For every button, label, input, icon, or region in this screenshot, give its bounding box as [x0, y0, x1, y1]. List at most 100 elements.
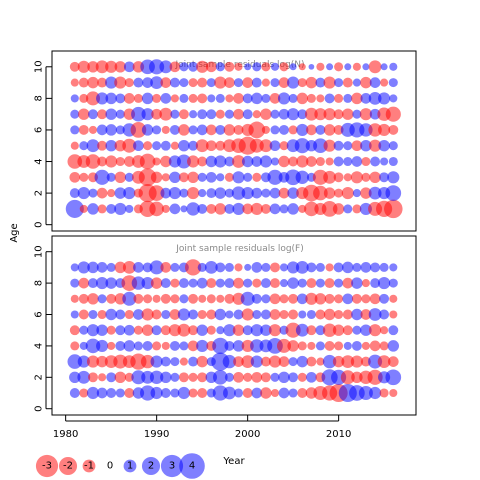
residual-bubble: age 6, year 2004: 0.6	[279, 124, 289, 135]
residual-bubble: age 1, year 1995: -0.6	[197, 388, 208, 398]
residual-bubble: age 1, year 2003: -0.4	[270, 388, 280, 398]
residual-bubble: age 10, year 2002: -0.5	[261, 62, 271, 72]
residual-bubble: age 4, year 1983: 1.3	[85, 338, 101, 354]
residual-bubble: age 5, year 2005: -1.4	[285, 322, 301, 338]
residual-bubble: age 2, year 1992: 0.9	[168, 187, 181, 200]
residual-bubble: age 5, year 2008: 1.3	[313, 138, 328, 153]
panel-title-log-f: Joint sample residuals log(F)	[175, 244, 303, 254]
residual-bubble: age 6, year 1996: -0.7	[205, 124, 217, 136]
residual-bubble: age 6, year 2004: -0.5	[279, 309, 289, 320]
legend-label: 1	[127, 461, 133, 472]
residual-bubble: age 6, year 2013: -0.7	[360, 309, 372, 320]
residual-bubble: age 8, year 2014: 1	[368, 92, 382, 105]
residual-bubble: age 10, year 1987: 0.7	[123, 61, 135, 73]
y-tick-label: 10	[34, 245, 45, 258]
residual-bubble: age 5, year 1982: 0.5	[79, 325, 89, 335]
residual-bubble: age 3, year 1982: 0.9	[77, 355, 90, 368]
residual-bubble: age 3, year 2000: 0.5	[243, 172, 253, 182]
residual-bubble: age 6, year 1999: 0.6	[233, 309, 244, 320]
residual-bubble: age 3, year 2003: 1.4	[267, 169, 283, 185]
residual-bubble: age 7, year 2010: -0.5	[334, 294, 344, 304]
residual-bubble: age 9, year 2004: 0.4	[279, 263, 289, 272]
residual-bubble: age 6, year 1989: -0.9	[141, 308, 154, 321]
residual-bubble: age 8, year 2001: -0.5	[252, 278, 262, 288]
residual-bubble: age 5, year 2014: -0.9	[369, 139, 382, 152]
residual-bubble: age 1, year 2009: -1.5	[321, 201, 338, 217]
residual-bubble: age 5, year 2013: 0.8	[360, 324, 372, 336]
residual-bubble: age 6, year 2000: -0.9	[241, 308, 254, 321]
residual-bubble: age 9, year 1997: 0.6	[215, 262, 226, 273]
residual-bubble: age 4, year 1993: 1.2	[176, 154, 191, 169]
residual-bubble: age 9, year 1999: -0.4	[234, 263, 243, 272]
residual-bubble: age 7, year 1997: -0.5	[215, 109, 225, 119]
residual-bubble: age 3, year 2013: -0.5	[361, 172, 371, 182]
residual-bubble: age 6, year 2001: -1.7	[248, 121, 266, 139]
residual-bubble: age 7, year 1982: -0.6	[78, 293, 89, 304]
residual-bubble: age 5, year 2008: 0.6	[315, 325, 326, 336]
residual-bubble: age 6, year 1985: 0.8	[105, 308, 117, 321]
residual-bubble: age 1, year 2001: -0.9	[250, 202, 263, 215]
residual-bubble: age 8, year 1991: 0.7	[160, 93, 172, 104]
residual-bubble: age 7, year 1991: -0.6	[160, 293, 171, 304]
residual-bubble: age 2, year 1996: 0.6	[206, 188, 217, 199]
residual-bubble: age 4, year 2013: -0.5	[361, 156, 371, 167]
residual-bubble: age 7, year 1983: -0.8	[87, 293, 99, 305]
residual-bubble: age 6, year 2011: -0.6	[342, 309, 353, 320]
residual-bubble: age 10, year 1984: -1	[95, 60, 109, 74]
residual-bubble: age 8, year 2015: 0.9	[378, 277, 391, 290]
legend-bubble	[82, 459, 96, 473]
residual-bubble: age 1, year 2016: -0.4	[389, 388, 398, 398]
residual-bubble: age 1, year 2006: -0.4	[298, 204, 307, 213]
residual-bubble: age 3, year 2007: -0.6	[306, 356, 317, 367]
residual-bubble: age 5, year 2016: 0.6	[388, 325, 399, 336]
residual-bubble: age 5, year 1992: -0.4	[170, 141, 179, 150]
residual-bubble: age 2, year 1984: -0.7	[96, 187, 108, 199]
residual-bubble: age 1, year 2000: -0.7	[242, 203, 254, 215]
residual-bubble: age 1, year 1986: 0.5	[115, 388, 125, 398]
residual-bubble: age 8, year 1999: -0.7	[233, 277, 244, 289]
y-tick-label: 8	[34, 95, 45, 101]
residual-bubble: age 1, year 2011: 0.5	[343, 204, 353, 214]
residual-bubble: age 1, year 1999: 0.5	[233, 388, 244, 398]
residual-bubble: age 3, year 2002: -0.6	[260, 356, 271, 367]
residual-bubble: age 2, year 2014: 1	[368, 186, 382, 200]
residual-bubble: age 9, year 2010: 0.5	[334, 78, 344, 88]
residual-bubble: age 9, year 1983: 0.8	[87, 261, 99, 274]
residual-bubble: age 5, year 1984: 0.8	[96, 324, 108, 336]
residual-bubble: age 10, year 2007: 0.2	[308, 63, 315, 70]
residual-bubble: age 8, year 1983: -1.2	[85, 91, 101, 106]
residual-bubble: age 6, year 1982: -0.6	[78, 124, 89, 135]
residual-bubble: age 9, year 2003: 0.5	[270, 78, 280, 88]
residual-bubble: age 4, year 1997: 1.6	[212, 337, 229, 354]
residual-bubble: age 4, year 1981: -1.3	[67, 154, 83, 169]
residual-bubble: age 5, year 1992: -0.9	[168, 324, 181, 337]
residual-bubble: age 9, year 1985: 0.5	[106, 262, 116, 272]
residual-bubble: age 4, year 1986: 0.6	[115, 340, 126, 351]
residual-bubble: age 6, year 1984: -0.5	[97, 309, 107, 320]
residual-bubble: age 7, year 1991: -1	[159, 107, 173, 121]
residual-bubble: age 6, year 2009: -0.8	[323, 308, 336, 321]
residual-bubble: age 4, year 1992: 0.6	[169, 340, 180, 351]
residual-bubble: age 9, year 2007: -0.8	[305, 76, 318, 89]
legend-label: -1	[84, 461, 94, 472]
residual-bubble: age 8, year 1998: -0.4	[225, 94, 234, 103]
residual-bubble: age 9, year 2012: 0.4	[352, 78, 361, 87]
residual-bubble: age 8, year 1985: 0.8	[105, 277, 117, 289]
residual-bubble: age 4, year 1990: -0.5	[152, 341, 162, 351]
panel-log-n: Joint sample residuals log(N) 0246810age…	[34, 50, 417, 232]
residual-bubble: age 10, year 1993: 0.5	[179, 62, 189, 72]
residual-bubble: age 1, year 1981: 0.6	[69, 388, 80, 398]
residual-bubble: age 2, year 2012: 0.4	[352, 189, 361, 198]
residual-bubble: age 3, year 1993: -0.4	[179, 357, 188, 366]
residual-bubble: age 9, year 1981: -0.4	[70, 78, 79, 87]
residual-bubble: age 7, year 2016: -0.4	[389, 294, 398, 303]
residual-bubble: age 6, year 1986: 0.6	[115, 309, 126, 320]
residual-bubble: age 8, year 1986: 0.6	[115, 93, 126, 104]
residual-bubble: age 4, year 1990: -0.4	[152, 157, 161, 166]
residual-bubble: age 5, year 1995: -1	[195, 139, 209, 153]
residual-bubble: age 5, year 1998: 0.9	[223, 324, 236, 337]
residual-bubble: age 4, year 1994: -0.7	[187, 340, 199, 352]
residual-bubble: age 10, year 1997: 0.5	[215, 62, 225, 72]
residual-bubble: age 8, year 2013: -0.4	[361, 279, 370, 288]
y-tick-label: 6	[34, 127, 45, 133]
